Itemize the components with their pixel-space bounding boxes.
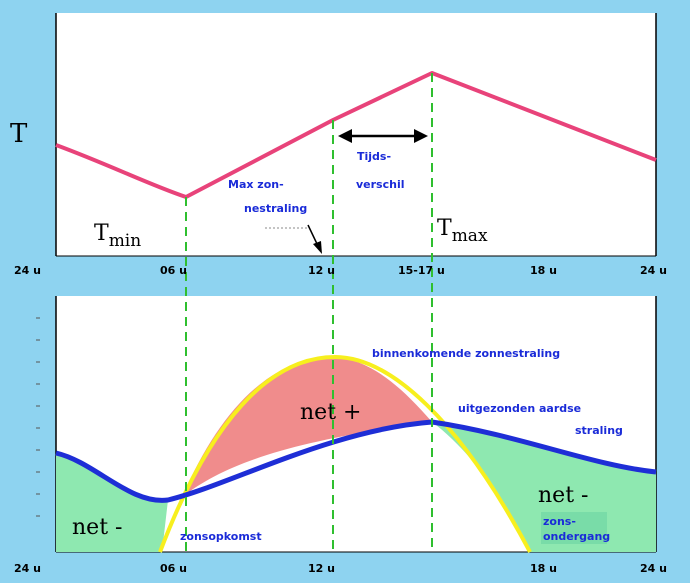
sunset-label-highlight (541, 512, 607, 544)
time-difference-arrow (338, 129, 428, 143)
top-tick-24-left: 24 u (14, 264, 41, 277)
top-tick-15-17: 15-17 u (398, 264, 445, 277)
bottom-tick-12: 12 u (308, 562, 335, 575)
axis-label-t: T (10, 119, 28, 149)
bottom-tick-18: 18 u (530, 562, 557, 575)
top-tick-18: 18 u (530, 264, 557, 277)
top-time-axis-labels: 24 u 06 u 12 u 15-17 u 18 u 24 u (14, 264, 667, 277)
incoming-solar-radiation-curve (158, 354, 532, 553)
max-radiation-pointer (265, 224, 322, 254)
bottom-axis-minor-ticks (36, 317, 40, 517)
net-negative-area-left (56, 453, 168, 552)
time-difference-label: Tijds-verschil (356, 150, 405, 191)
bottom-time-axis-labels: 24 u 06 u 12 u 18 u 24 u (14, 562, 667, 575)
outgoing-terrestrial-radiation-curve (55, 419, 657, 503)
top-tick-12: 12 u (308, 264, 335, 277)
net-positive-area (182, 357, 432, 497)
outgoing-radiation-label: uitgezonden aardse straling (458, 402, 623, 437)
bottom-tick-06: 06 u (160, 562, 187, 575)
temperature-curve (55, 71, 657, 199)
net-negative-left-label: net - (72, 515, 122, 540)
bottom-tick-24-right: 24 u (640, 562, 667, 575)
top-tick-06: 06 u (160, 264, 187, 277)
top-panel-background (56, 13, 656, 256)
max-radiation-label: Max zon-nestraling (228, 178, 307, 215)
t-max-label: Tmax (437, 216, 488, 246)
incoming-radiation-label: binnenkomende zonnestraling (372, 347, 560, 360)
net-positive-label: net + (300, 400, 361, 425)
time-guide-lines (185, 73, 433, 552)
sunrise-label: zonsopkomst (180, 530, 262, 543)
net-negative-right-label: net - (538, 483, 588, 508)
top-tick-24-right: 24 u (640, 264, 667, 277)
t-min-label: Tmin (94, 221, 141, 251)
sunset-label: zons-ondergang (543, 515, 610, 543)
bottom-tick-24-left: 24 u (14, 562, 41, 575)
